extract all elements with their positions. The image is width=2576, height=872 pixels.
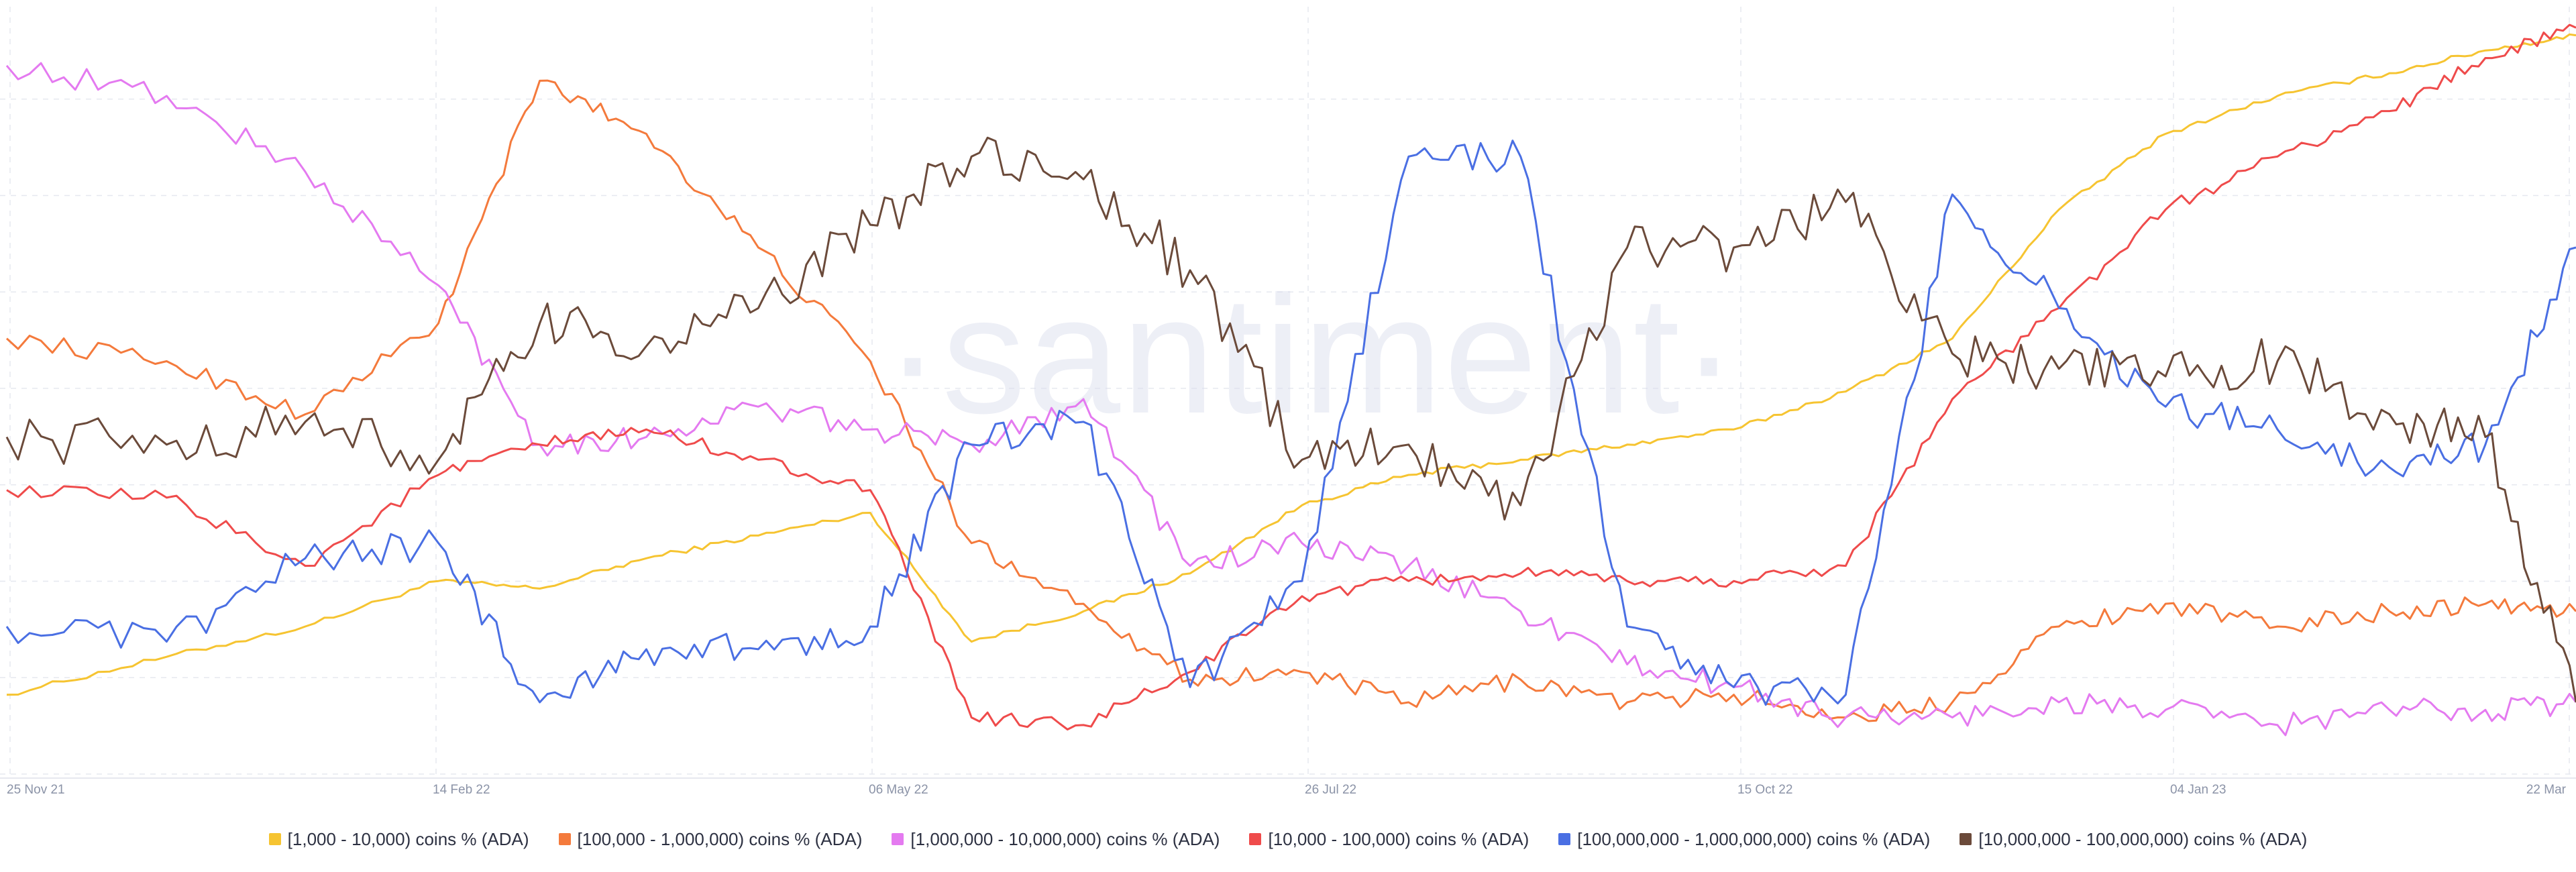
legend-swatch [1558,833,1571,845]
legend-swatch [558,833,571,845]
x-tick-label: 04 Jan 23 [2170,783,2226,797]
series-line-1 [6,33,2576,696]
line-chart: ·santiment· 25 Nov 21 14 Feb 22 06 May 22 2… [0,7,2576,797]
legend-item-2[interactable]: [100,000 - 1,000,000) coins % (ADA) [558,828,863,850]
legend-item-1[interactable]: [1,000 - 10,000) coins % (ADA) [268,828,529,850]
legend-swatch [892,833,904,845]
legend-label: [10,000,000 - 100,000,000) coins % (ADA) [1978,828,2308,849]
legend-label: [100,000,000 - 1,000,000,000) coins % (A… [1577,828,1931,849]
legend-item-5[interactable]: [100,000,000 - 1,000,000,000) coins % (A… [1558,829,1930,850]
series-line-3 [5,62,2576,737]
x-tick-label: 06 May 22 [869,783,928,797]
legend-label: [10,000 - 100,000) coins % (ADA) [1268,828,1529,849]
legend-label: [100,000 - 1,000,000) coins % (ADA) [577,828,863,849]
legend-swatch [1249,833,1262,845]
x-tick-label: 15 Oct 22 [1737,783,1792,797]
legend: [1,000 - 10,000) coins % (ADA) [100,000 -… [0,822,2576,857]
x-tick-label: 22 Mar [2526,783,2567,797]
x-tick-label: 26 Jul 22 [1305,783,1356,797]
legend-item-4[interactable]: [10,000 - 100,000) coins % (ADA) [1249,829,1529,850]
x-tick-label: 14 Feb 22 [433,783,490,797]
legend-label: [1,000,000 - 10,000,000) coins % (ADA) [910,828,1220,849]
legend-label: [1,000 - 10,000) coins % (ADA) [287,828,529,849]
legend-item-3[interactable]: [1,000,000 - 10,000,000) coins % (ADA) [892,829,1220,850]
x-axis: 25 Nov 21 14 Feb 22 06 May 22 26 Jul 22 15 O… [7,783,2567,797]
legend-swatch [268,833,281,845]
legend-item-6[interactable]: [10,000,000 - 100,000,000) coins % (ADA) [1960,829,2307,850]
series-lines [5,23,2576,737]
series-line-5 [5,140,2576,706]
series-line-2 [5,79,2576,722]
legend-swatch [1960,833,1972,845]
series-line-4 [6,23,2576,730]
series-line-6 [5,136,2576,703]
x-tick-label: 25 Nov 21 [7,783,65,797]
